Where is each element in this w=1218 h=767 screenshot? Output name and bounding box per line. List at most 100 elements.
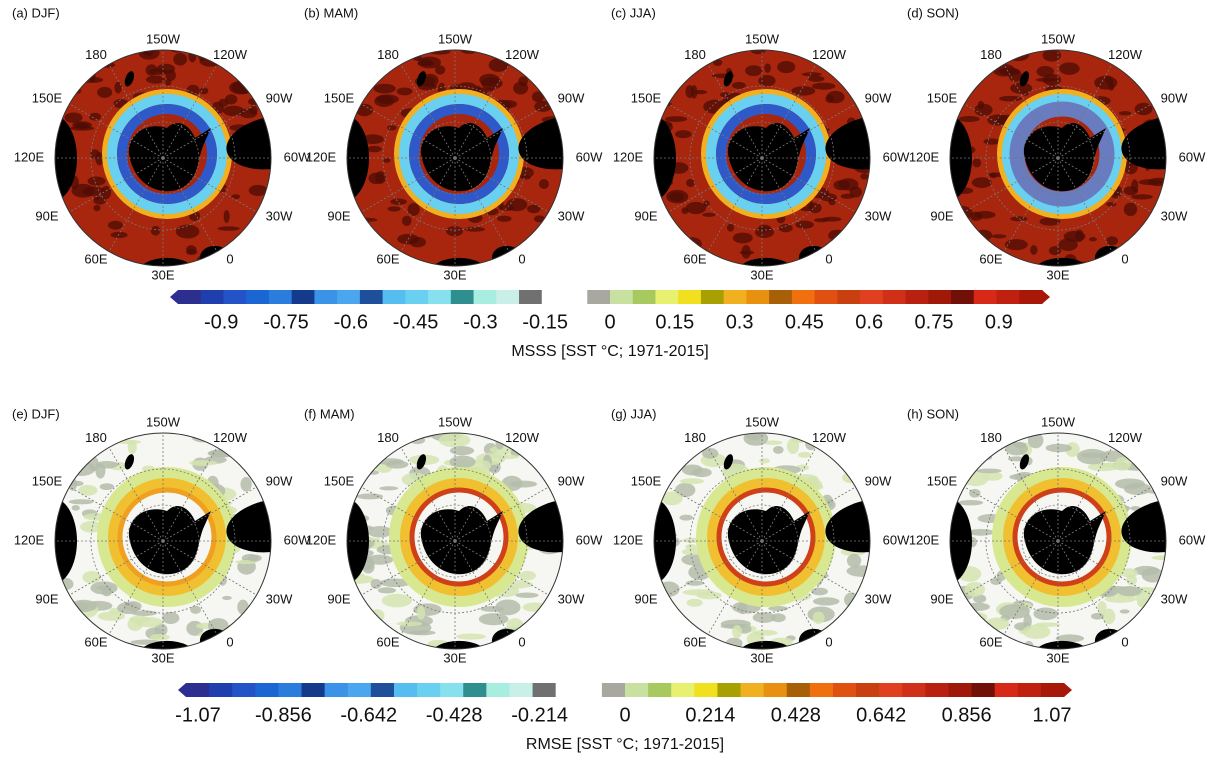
- polar-map: 180150W120W90W60W30W030E60E90E120E150E(b…: [304, 5, 618, 285]
- colorbar-tick-label: 0.3: [726, 311, 754, 333]
- longitude-label: 120E: [306, 532, 337, 547]
- colorbar-segment: [951, 290, 974, 304]
- polar-map: 180150W120W90W60W30W030E60E90E120E150E(f…: [304, 406, 618, 668]
- low-skill-patch: [834, 180, 850, 190]
- longitude-label: 60E: [84, 252, 107, 267]
- longitude-label: 60W: [576, 149, 603, 164]
- polar-map: 180150W120W90W60W30W030E60E90E120E150E(a…: [12, 5, 326, 285]
- longitude-label: 120W: [812, 430, 847, 445]
- colorbar-segment: [1041, 683, 1065, 697]
- error-patch: [798, 452, 811, 458]
- low-skill-patch: [745, 65, 762, 76]
- error-patch: [683, 589, 715, 595]
- low-skill-patch: [539, 179, 549, 189]
- colorbar-segment: [417, 683, 441, 697]
- colorbar-segment: [997, 290, 1020, 304]
- low-skill-patch: [408, 203, 420, 216]
- low-skill-patch: [959, 116, 980, 122]
- colorbar-tick-label: 0.214: [685, 704, 735, 726]
- longitude-label: 90E: [35, 591, 58, 606]
- longitude-label: 150W: [146, 31, 181, 46]
- longitude-label: 60W: [883, 532, 910, 547]
- map-body: [624, 426, 925, 669]
- low-skill-patch: [97, 87, 112, 98]
- error-patch: [811, 588, 828, 596]
- longitude-label: 150E: [324, 473, 355, 488]
- colorbar-segment: [302, 683, 326, 697]
- error-patch: [95, 463, 105, 478]
- error-patch: [449, 455, 475, 468]
- panel-label: (a) DJF): [12, 5, 60, 20]
- low-skill-patch: [1059, 62, 1080, 75]
- error-patch: [1024, 641, 1034, 654]
- error-patch: [1120, 609, 1130, 613]
- longitude-label: 180: [85, 430, 107, 445]
- longitude-label: 120W: [1108, 47, 1143, 62]
- error-patch: [69, 499, 94, 504]
- colorbar-segment: [883, 290, 906, 304]
- error-patch: [456, 634, 486, 640]
- colorbar-end: [1064, 683, 1072, 697]
- low-skill-patch: [1037, 66, 1055, 77]
- colorbar-segment: [360, 290, 383, 304]
- low-skill-patch: [686, 179, 695, 187]
- error-patch: [128, 441, 137, 454]
- panel-label: (e) DJF): [12, 406, 60, 421]
- colorbar-segment: [178, 290, 201, 304]
- error-patch: [969, 489, 980, 498]
- longitude-label: 30E: [750, 267, 773, 282]
- colorbar-tick-label: -0.15: [522, 311, 568, 333]
- low-skill-patch: [802, 72, 822, 76]
- low-skill-patch: [532, 91, 544, 102]
- longitude-label: 120W: [812, 47, 847, 62]
- low-skill-patch: [686, 202, 706, 214]
- low-skill-patch: [521, 175, 531, 179]
- map-body: [920, 49, 1218, 286]
- error-patch: [495, 599, 520, 615]
- low-skill-patch: [367, 146, 382, 152]
- longitude-label: 30W: [558, 208, 585, 223]
- colorbar-segment: [972, 683, 996, 697]
- longitude-label: 150W: [1041, 31, 1076, 46]
- colorbar-segment: [463, 683, 487, 697]
- low-skill-patch: [758, 225, 771, 232]
- low-skill-patch: [849, 187, 862, 198]
- colorbar-tick-label: 0.6: [855, 311, 883, 333]
- longitude-label: 0: [518, 252, 525, 267]
- low-skill-patch: [675, 130, 692, 138]
- low-skill-patch: [779, 224, 793, 232]
- longitude-label: 60W: [576, 532, 603, 547]
- error-patch: [813, 612, 825, 624]
- low-skill-patch: [397, 87, 413, 95]
- panel-label: (h) SON): [907, 406, 959, 421]
- longitude-label: 150W: [438, 414, 473, 429]
- error-patch: [189, 460, 217, 466]
- low-skill-patch: [972, 158, 981, 167]
- colorbar-segment: [269, 290, 292, 304]
- low-skill-patch: [1106, 236, 1118, 245]
- colorbar-segment: [810, 683, 834, 697]
- longitude-label: 30E: [151, 650, 174, 665]
- colorbar-segment: [509, 683, 533, 697]
- colorbar-tick-label: -0.9: [204, 311, 238, 333]
- low-skill-patch: [81, 77, 104, 83]
- low-skill-patch: [390, 199, 407, 205]
- polar-map: 180150W120W90W60W30W030E60E90E120E150E(e…: [12, 406, 326, 668]
- colorbar-segment: [925, 683, 949, 697]
- low-skill-patch: [983, 138, 999, 144]
- colorbar-segment: [474, 290, 497, 304]
- error-patch: [1091, 613, 1104, 620]
- longitude-label: 0: [226, 252, 233, 267]
- colorbar-segment: [856, 683, 880, 697]
- low-skill-patch: [534, 101, 551, 112]
- longitude-label: 60E: [84, 635, 107, 650]
- panel-label: (g) JJA): [611, 406, 657, 421]
- colorbar-segment: [906, 290, 929, 304]
- low-skill-patch: [108, 221, 123, 230]
- map-body: [317, 44, 618, 286]
- low-skill-patch: [808, 76, 824, 82]
- longitude-label: 0: [825, 252, 832, 267]
- colorbar-segment: [717, 683, 741, 697]
- longitude-label: 30E: [1046, 650, 1069, 665]
- colorbar-end: [1042, 290, 1050, 304]
